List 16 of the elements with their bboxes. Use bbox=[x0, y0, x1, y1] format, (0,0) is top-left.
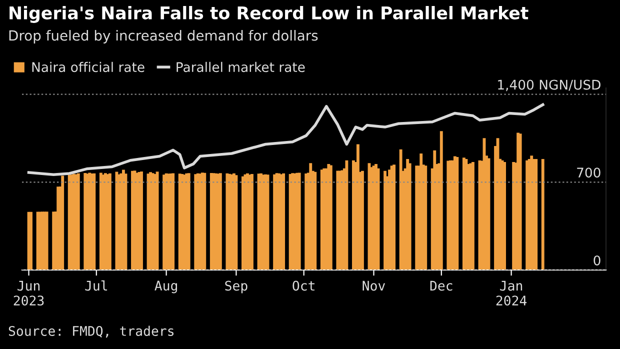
x-tick-label: Aug bbox=[154, 280, 177, 294]
source-note: Source: FMDQ, traders bbox=[8, 326, 174, 338]
legend-label: Naira official rate bbox=[32, 62, 144, 72]
x-tick-label: Jun 2023 bbox=[14, 280, 44, 306]
legend-label: Parallel market rate bbox=[176, 62, 305, 72]
x-tick-label: Oct bbox=[292, 280, 314, 291]
chart-title: Nigeria's Naira Falls to Record Low in Parallel Market bbox=[10, 6, 528, 23]
x-tick-label: Jul bbox=[85, 280, 108, 291]
y-tick-label: 1,400 NGN/USD bbox=[498, 80, 600, 92]
chart-subtitle: Drop fueled by increased demand for dollars bbox=[9, 30, 318, 44]
y-tick-label: 0 bbox=[594, 255, 600, 266]
y-tick-label: 700 bbox=[577, 168, 600, 178]
x-tick-label: Nov bbox=[362, 280, 386, 291]
x-tick-label: Jan 2024 bbox=[496, 280, 527, 306]
x-tick-label: Dec bbox=[430, 280, 452, 291]
x-tick-label: Sep bbox=[225, 280, 248, 294]
